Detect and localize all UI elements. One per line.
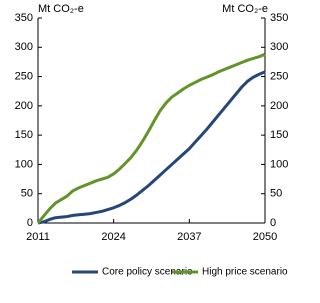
x-tick-label: 2011	[26, 231, 50, 243]
y-axis-label: Mt CO₂-e	[38, 3, 84, 15]
y2-axis-label: Mt CO₂-e	[222, 3, 268, 15]
y2-tick-label: 150	[270, 129, 288, 141]
y2-tick-label: 50	[270, 188, 282, 200]
x-tick-label: 2024	[101, 231, 125, 243]
chart: Mt CO₂-e Mt CO₂-e 0 50 100 150 200 250 300 350 0…	[15, 3, 289, 278]
y2-tick-label: 300	[270, 41, 288, 53]
y2-tick-label: 0	[270, 217, 276, 229]
y-tick-label: 150	[15, 129, 33, 141]
y-tick-label: 50	[21, 188, 33, 200]
y2-tick-label: 100	[270, 158, 288, 170]
y-tick-label: 100	[15, 158, 33, 170]
y2-tick-label: 200	[270, 100, 288, 112]
series-line	[36, 52, 266, 224]
y2-tick-label: 250	[270, 70, 288, 82]
y2-tick-label: 350	[270, 12, 288, 24]
y-tick-label: 300	[15, 41, 33, 53]
x-tick-label: 2037	[177, 231, 201, 243]
y-tick-label: 350	[15, 12, 33, 24]
x-tick-label: 2050	[253, 231, 277, 243]
legend-label: High price scenario	[202, 267, 288, 278]
series-line	[37, 70, 266, 225]
y-tick-label: 200	[15, 100, 33, 112]
y-tick-label: 0	[27, 217, 33, 229]
legend-label: Core policy scenario	[102, 267, 193, 278]
y-tick-label: 250	[15, 70, 33, 82]
